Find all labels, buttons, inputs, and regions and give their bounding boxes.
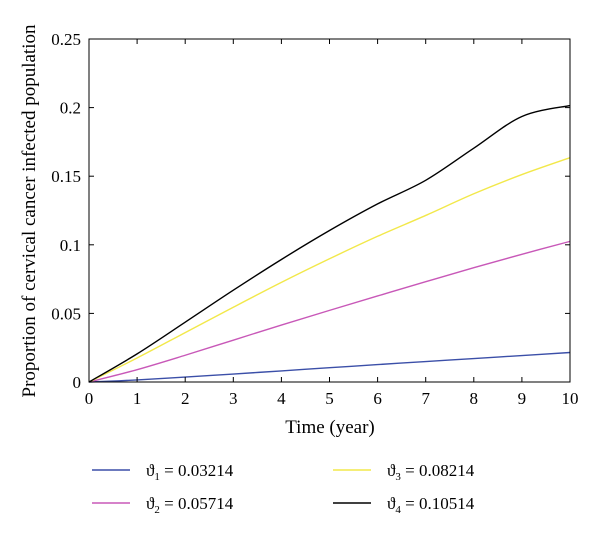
y-tick-label: 0.15	[51, 167, 81, 186]
y-tick-label: 0.1	[60, 236, 81, 255]
series-line-2	[88, 240, 571, 383]
legend-label: ϑ2 = 0.05714	[146, 494, 234, 516]
plot-area	[88, 104, 571, 383]
legend-label: ϑ3 = 0.08214	[387, 461, 475, 483]
y-tick-label: 0.2	[60, 99, 81, 118]
x-tick-label: 10	[562, 389, 579, 408]
y-tick-label: 0.05	[51, 304, 81, 323]
legend-item-3: ϑ3 = 0.08214	[333, 461, 475, 483]
y-axis-label: Proportion of cervical cancer infected p…	[19, 24, 40, 397]
x-tick-label: 0	[85, 389, 94, 408]
series-line-4	[88, 104, 571, 383]
x-tick-label: 9	[518, 389, 527, 408]
x-tick-label: 7	[421, 389, 430, 408]
x-tick-label: 8	[470, 389, 479, 408]
x-tick-label: 4	[277, 389, 286, 408]
x-axis-label: Time (year)	[285, 417, 375, 438]
legend-item-2: ϑ2 = 0.05714	[92, 494, 234, 516]
y-tick-label: 0.25	[51, 30, 81, 49]
series-line-3	[88, 157, 571, 383]
x-tick-label: 6	[373, 389, 382, 408]
axes: 0 1 2 3 4 5 6 7 8 9 10 0 0.05 0.1 0.15 0.2 0.25	[51, 30, 578, 408]
y-tick-label: 0	[73, 373, 82, 392]
x-tick-label: 1	[133, 389, 142, 408]
legend-item-4: ϑ4 = 0.10514	[333, 494, 475, 516]
legend: ϑ1 = 0.03214 ϑ2 = 0.05714 ϑ3 = 0.08214 ϑ4 =…	[92, 461, 475, 516]
legend-label: ϑ4 = 0.10514	[387, 494, 475, 516]
x-tick-label: 2	[181, 389, 190, 408]
x-tick-label: 3	[229, 389, 238, 408]
series-line-1	[88, 351, 571, 383]
x-tick-label: 5	[325, 389, 334, 408]
legend-item-1: ϑ1 = 0.03214	[92, 461, 234, 483]
plot-frame	[88, 38, 571, 383]
legend-label: ϑ1 = 0.03214	[146, 461, 234, 483]
